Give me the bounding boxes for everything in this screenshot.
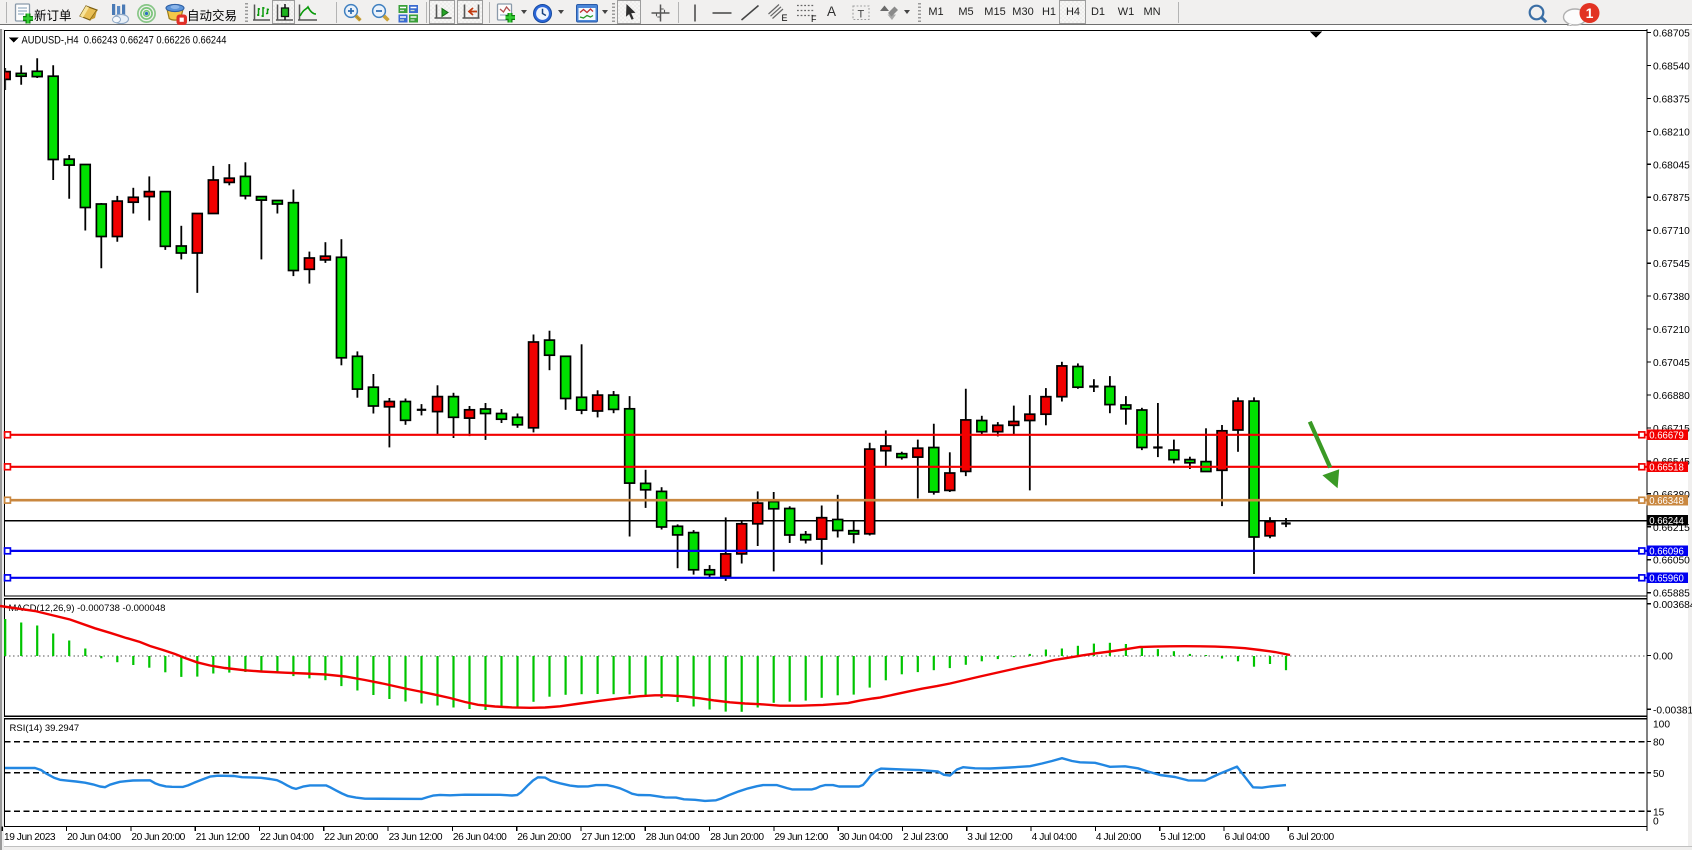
svg-text:26 Jun 20:00: 26 Jun 20:00 <box>517 832 571 843</box>
svg-text:100: 100 <box>1653 720 1670 731</box>
svg-text:5 Jul 12:00: 5 Jul 12:00 <box>1160 832 1206 843</box>
svg-text:3 Jul 12:00: 3 Jul 12:00 <box>967 832 1013 843</box>
svg-text:15: 15 <box>1653 807 1665 818</box>
svg-text:19 Jun 2023: 19 Jun 2023 <box>4 832 56 843</box>
svg-text:0.67045: 0.67045 <box>1653 358 1690 369</box>
svg-text:0.67875: 0.67875 <box>1653 193 1690 204</box>
svg-text:1: 1 <box>1586 5 1594 21</box>
svg-text:0.65885: 0.65885 <box>1653 589 1690 600</box>
svg-text:28 Jun 20:00: 28 Jun 20:00 <box>710 832 764 843</box>
svg-text:0.67545: 0.67545 <box>1653 259 1690 270</box>
svg-text:20 Jun 04:00: 20 Jun 04:00 <box>67 832 121 843</box>
svg-text:6 Jul 20:00: 6 Jul 20:00 <box>1289 832 1335 843</box>
svg-text:21 Jun 12:00: 21 Jun 12:00 <box>196 832 250 843</box>
svg-text:20 Jun 20:00: 20 Jun 20:00 <box>131 832 185 843</box>
svg-text:0.68045: 0.68045 <box>1653 160 1690 171</box>
svg-text:T: T <box>858 9 865 21</box>
svg-text:27 Jun 12:00: 27 Jun 12:00 <box>582 832 636 843</box>
svg-text:MACD(12,26,9) -0.000738 -0.000: MACD(12,26,9) -0.000738 -0.000048 <box>9 603 166 614</box>
svg-text:30 Jun 04:00: 30 Jun 04:00 <box>839 832 893 843</box>
svg-text:0.66880: 0.66880 <box>1653 391 1690 402</box>
svg-text:0.67380: 0.67380 <box>1653 292 1690 303</box>
svg-text:22 Jun 04:00: 22 Jun 04:00 <box>260 832 314 843</box>
svg-text:0.68210: 0.68210 <box>1653 127 1690 138</box>
svg-text:6 Jul 04:00: 6 Jul 04:00 <box>1225 832 1271 843</box>
svg-text:80: 80 <box>1653 738 1665 749</box>
svg-text:F: F <box>811 14 817 24</box>
svg-text:AUDUSD-,H4 0.66243 0.66247 0.: AUDUSD-,H4 0.66243 0.66247 0.66226 0.662… <box>22 35 227 47</box>
svg-text:22 Jun 20:00: 22 Jun 20:00 <box>324 832 378 843</box>
svg-text:0.003684: 0.003684 <box>1653 600 1692 611</box>
svg-text:0.66518: 0.66518 <box>1649 463 1684 474</box>
svg-text:0.00: 0.00 <box>1653 652 1673 663</box>
svg-text:23 Jun 12:00: 23 Jun 12:00 <box>389 832 443 843</box>
svg-text:0.66096: 0.66096 <box>1649 547 1684 558</box>
svg-text:0.67210: 0.67210 <box>1653 325 1690 336</box>
svg-text:4 Jul 04:00: 4 Jul 04:00 <box>1032 832 1078 843</box>
svg-text:28 Jun 04:00: 28 Jun 04:00 <box>646 832 700 843</box>
svg-text:0.68705: 0.68705 <box>1653 29 1690 40</box>
svg-text:50: 50 <box>1653 769 1665 780</box>
svg-text:0.66679: 0.66679 <box>1649 431 1684 442</box>
svg-text:0.66050: 0.66050 <box>1653 556 1690 567</box>
svg-text:0: 0 <box>1653 816 1659 827</box>
svg-text:0.67710: 0.67710 <box>1653 226 1690 237</box>
svg-text:E: E <box>782 13 788 23</box>
svg-text:-0.00381: -0.00381 <box>1653 705 1692 716</box>
svg-text:2 Jul 23:00: 2 Jul 23:00 <box>903 832 949 843</box>
svg-text:0.66244: 0.66244 <box>1649 516 1684 527</box>
svg-text:0.68375: 0.68375 <box>1653 94 1690 105</box>
svg-text:0.68540: 0.68540 <box>1653 62 1690 73</box>
svg-text:26 Jun 04:00: 26 Jun 04:00 <box>453 832 507 843</box>
svg-text:RSI(14) 39.2947: RSI(14) 39.2947 <box>10 723 80 734</box>
svg-text:0.66715: 0.66715 <box>1653 424 1690 435</box>
svg-text:0.66215: 0.66215 <box>1653 523 1690 534</box>
svg-text:4 Jul 20:00: 4 Jul 20:00 <box>1096 832 1142 843</box>
svg-text:29 Jun 12:00: 29 Jun 12:00 <box>774 832 828 843</box>
svg-text:0.65960: 0.65960 <box>1649 574 1684 585</box>
svg-text:0.66348: 0.66348 <box>1649 496 1684 507</box>
